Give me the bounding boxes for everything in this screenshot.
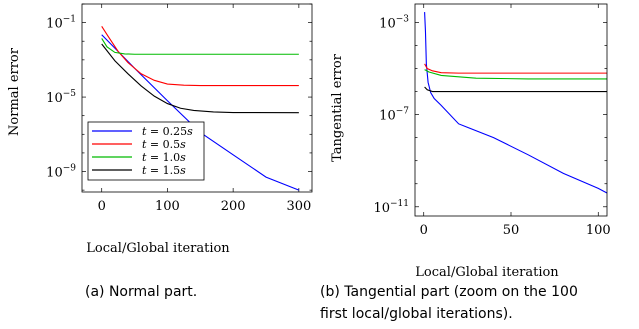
x-tick-label: 300 [286, 199, 311, 214]
caption-b-line2: first local/global iterations). [320, 306, 513, 322]
x-axis-label: Local/Global iteration [415, 265, 559, 280]
chart-panel-normal: Normal error Local/Global iteration 10−1… [7, 3, 313, 256]
x-tick-label: 100 [155, 199, 180, 214]
plot-frame [414, 3, 608, 217]
legend-entry: t = 1.0s [142, 151, 186, 164]
series-line-t-1-0s [101, 38, 299, 55]
y-tick-label: 10−3 [379, 14, 409, 31]
y-tick-label: 10−11 [373, 199, 409, 216]
series-line-t-0-25s [424, 12, 607, 194]
plot-frame [81, 3, 313, 193]
series-line-t-0-5s [424, 63, 607, 74]
y-tick-label: 10−5 [46, 89, 76, 106]
y-tick-label: 10−7 [379, 107, 409, 124]
y-axis-label: Tangential error [330, 53, 345, 162]
series-line-t-1-5s [101, 43, 299, 114]
legend-entry: t = 1.5s [142, 164, 186, 177]
chart-panel-tangential: Tangential error Local/Global iteration … [330, 3, 611, 280]
series-line-t-1-5s [424, 86, 607, 93]
series-line-t-1-0s [424, 69, 607, 80]
caption-a: (a) Normal part. [85, 284, 197, 300]
legend-entry: t = 0.25s [142, 125, 193, 138]
x-tick-label: 0 [98, 199, 106, 214]
y-axis-label: Normal error [7, 47, 22, 136]
legend-entry: t = 0.5s [142, 138, 186, 151]
legend-box [87, 121, 205, 181]
y-tick-label: 10−9 [46, 164, 76, 181]
x-tick-label: 50 [503, 223, 520, 238]
x-axis-label: Local/Global iteration [86, 241, 230, 256]
x-tick-label: 100 [586, 223, 611, 238]
x-tick-label: 200 [221, 199, 246, 214]
series-line-t-0-5s [101, 26, 299, 87]
x-tick-label: 0 [420, 223, 428, 238]
y-tick-label: 10−1 [46, 15, 76, 32]
caption-b-line1: (b) Tangential part (zoom on the 100 [320, 284, 578, 300]
